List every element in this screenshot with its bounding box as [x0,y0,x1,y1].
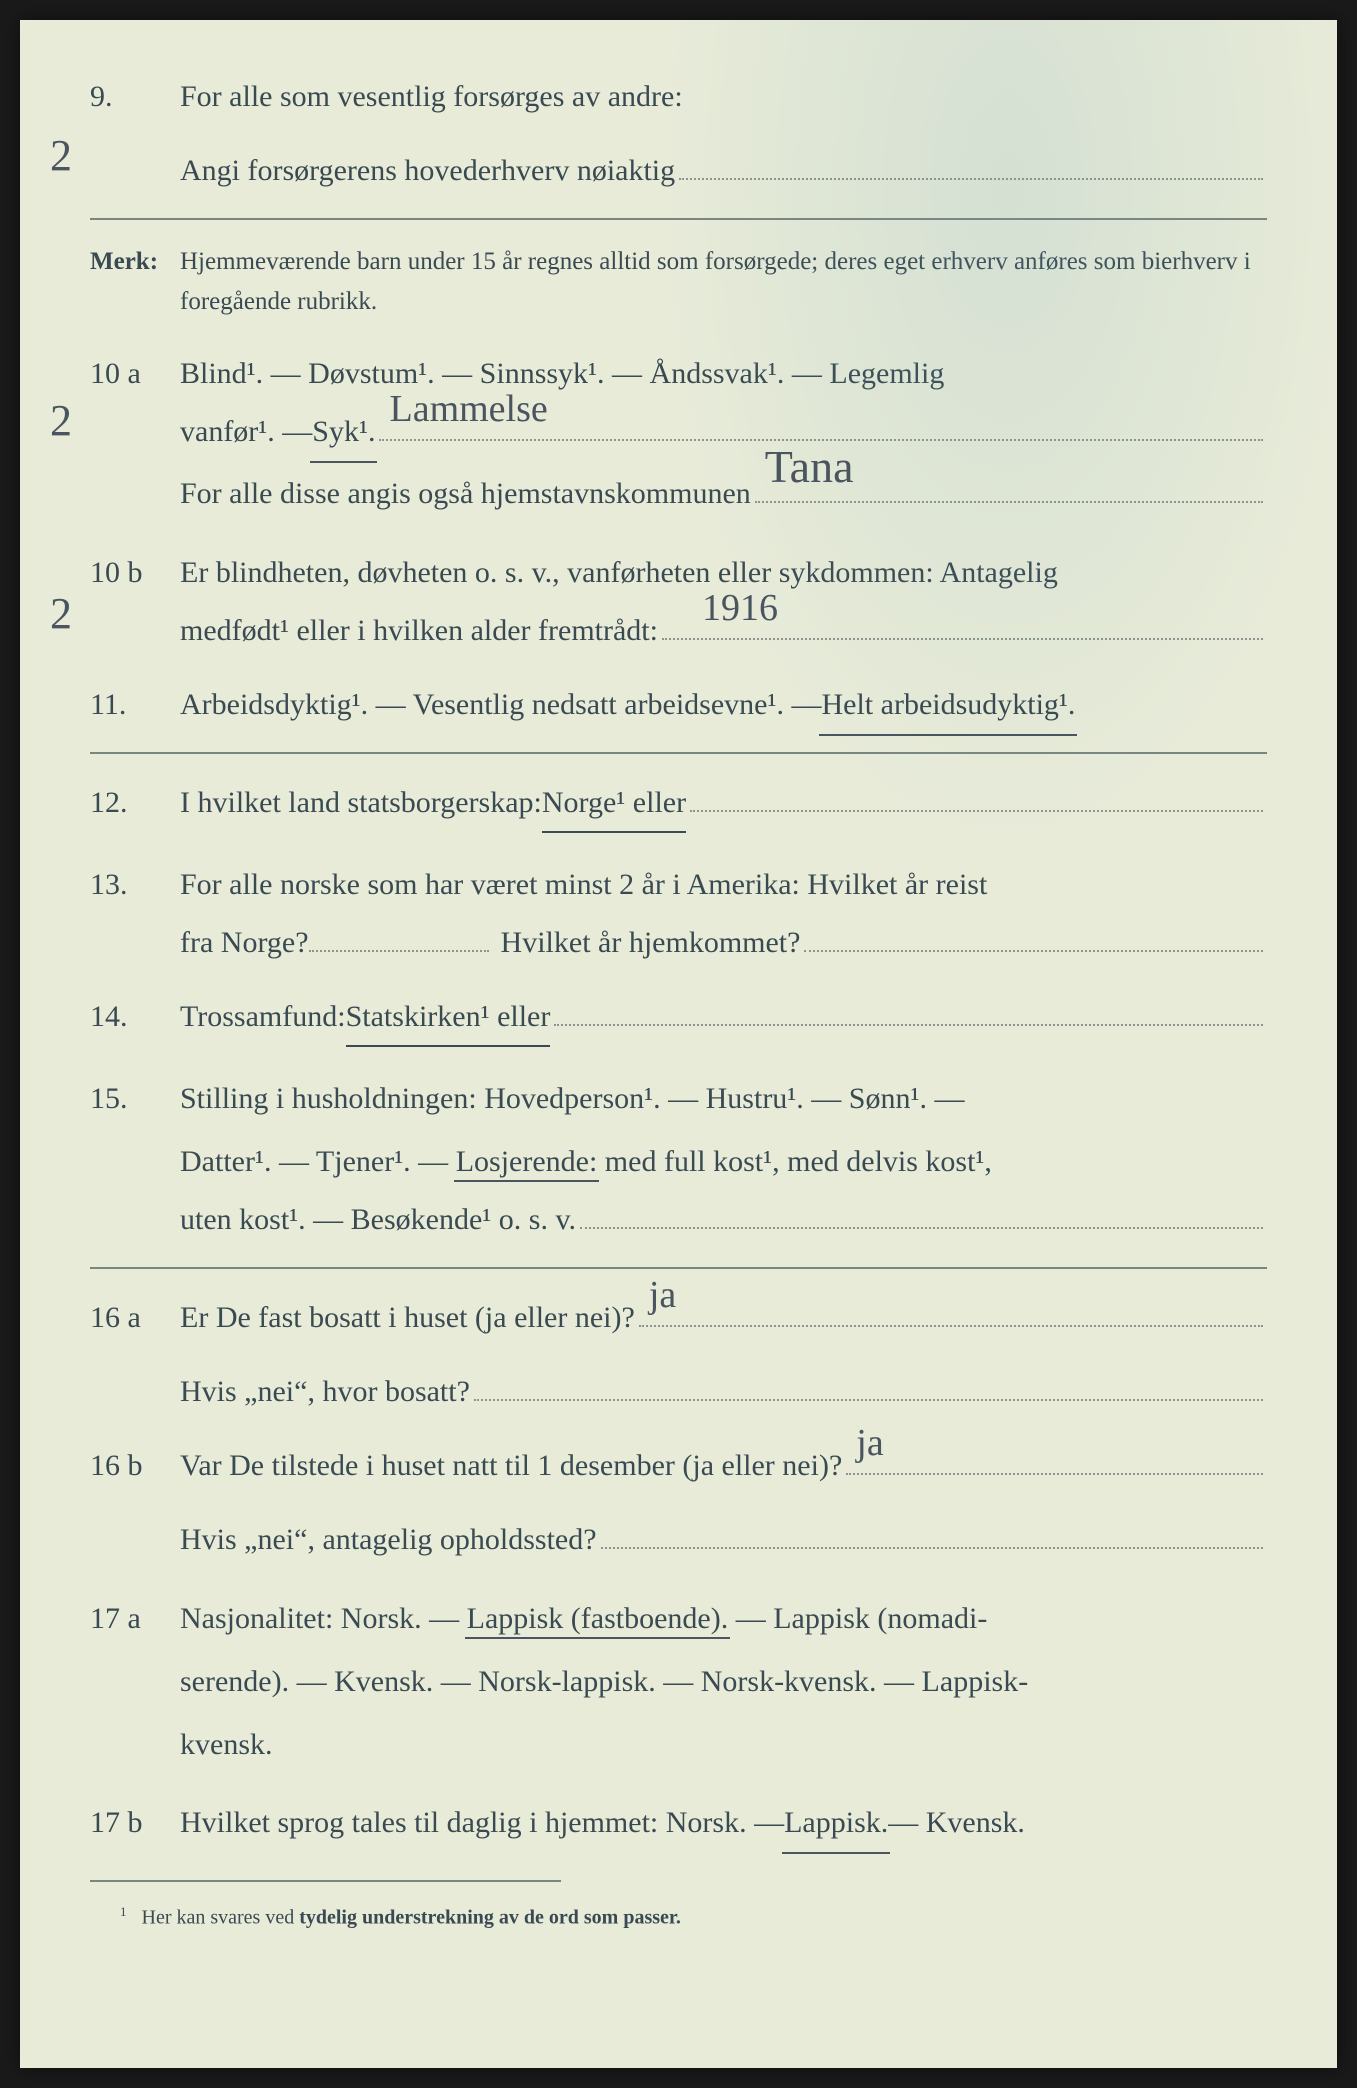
q17a-pre: Nasjonalitet: Norsk. — [180,1602,467,1635]
q13-year-left[interactable] [309,925,489,952]
q17a-num: 17 a [90,1587,180,1650]
q11-underlined: Helt arbeidsudyktig¹. [821,678,1075,732]
q10a-num: 10 a [90,342,180,405]
q9-text2: Angi forsørgerens hovederhverv nøiaktig [180,144,675,198]
q15-losjerende: Losjerende: [456,1145,598,1178]
q10a-opts1: Blind¹. — Døvstum¹. — Sinnssyk¹. — Åndss… [180,357,944,390]
q17b-pre: Hvilket sprog tales til daglig i hjemmet… [180,1796,784,1850]
q14-under: Statskirken¹ eller [346,990,551,1047]
merk-text: Hjemmeværende barn under 15 år regnes al… [180,242,1267,322]
q16a-text1: Er De fast bosatt i huset (ja eller nei)… [180,1291,635,1345]
q15: 15.Stilling i husholdningen: Hovedperson… [90,1067,1267,1247]
q17b-under: Lappisk. [784,1796,888,1850]
q15-line2-post: med full kost¹, med delvis kost¹, [597,1145,992,1178]
q16b-line1: 16 b Var De tilstede i huset natt til 1 … [90,1439,1267,1493]
footnote: 1 Her kan svares ved tydelig understrekn… [90,1904,1267,1930]
q17a-under: Lappisk (fastboende). [467,1602,729,1635]
q16b-num: 16 b [90,1439,180,1493]
q10b-num: 10 b [90,541,180,604]
merk-block: Merk: Hjemmeværende barn under 15 år reg… [90,242,1267,322]
divider-footnote [90,1880,561,1882]
q15-line2-pre: Datter¹. — Tjener¹. — [180,1145,456,1178]
q9-text1: For alle som vesentlig forsørges av andr… [180,70,683,124]
q17b: 17 b Hvilket sprog tales til daglig i hj… [90,1796,1267,1850]
q15-num: 15. [90,1067,180,1130]
q16b-hand: ja [856,1409,883,1477]
q16b-text2: Hvis „nei“, antagelig opholdssted? [180,1513,597,1567]
q10a-hand-kommune: Tana [765,426,854,509]
q14-text: Trossamfund: [180,990,346,1044]
q12-under: Norge¹ eller [542,776,686,833]
footnote-marker: 1 [120,1904,127,1919]
q12-num: 12. [90,776,180,830]
q14-num: 14. [90,990,180,1044]
q10b-text1: Er blindheten, døvheten o. s. v., vanfør… [180,556,1058,589]
margin-note-2: 2 [50,395,72,446]
divider-2 [90,752,1267,754]
q10b: 10 bEr blindheten, døvheten o. s. v., va… [90,541,1267,658]
q9-num: 9. [90,70,180,124]
q13-text1: For alle norske som har været minst 2 år… [180,868,987,901]
q10b-text2: medfødt¹ eller i hvilken alder fremtrådt… [180,604,658,658]
q12-text: I hvilket land statsborgerskap: [180,776,542,830]
q13-year-return[interactable] [804,925,1263,952]
margin-note-3: 2 [50,588,72,639]
q17a-line3: kvensk. [90,1713,1267,1776]
q16a-line1: 16 a Er De fast bosatt i huset (ja eller… [90,1291,1267,1345]
q13-text2b: Hvilket år hjemkommet? [501,916,801,970]
q15-answer-line[interactable] [580,1202,1263,1229]
divider-1 [90,218,1267,220]
q17b-post: — Kvensk. [888,1796,1025,1850]
q17a-post1: — Lappisk (nomadi- [728,1602,987,1635]
q10b-year-line[interactable]: 1916 [662,613,1263,640]
q12-answer-line[interactable] [690,785,1263,812]
q10a: 10 aBlind¹. — Døvstum¹. — Sinnssyk¹. — Å… [90,342,1267,521]
q11: 11. Arbeidsdyktig¹. — Vesentlig nedsatt … [90,678,1267,732]
q16b-answer1[interactable]: ja [846,1448,1263,1475]
merk-label: Merk: [90,242,180,322]
q17b-num: 17 b [90,1796,180,1850]
q15-line1: Stilling i husholdningen: Hovedperson¹. … [180,1082,964,1115]
q13-num: 13. [90,853,180,916]
census-form-page: 2 2 2 9. For alle som vesentlig forsørge… [20,20,1337,2068]
q9-line2: Angi forsørgerens hovederhverv nøiaktig [90,144,1267,198]
q10a-hand-sick: Lammelse [389,375,547,443]
q16b-answer2[interactable] [601,1522,1263,1549]
q16a-answer1[interactable]: ja [639,1300,1263,1327]
q9-line1: 9. For alle som vesentlig forsørges av a… [90,70,1267,124]
q11-num: 11. [90,678,180,732]
q10a-syk-underlined: Syk¹. [312,405,375,459]
q13: 13.For alle norske som har været minst 2… [90,853,1267,970]
q15-line3: uten kost¹. — Besøkende¹ o. s. v. [180,1193,576,1247]
q16a-line2: Hvis „nei“, hvor bosatt? [90,1365,1267,1419]
q14: 14. Trossamfund: Statskirken¹ eller [90,990,1267,1047]
q16a-hand: ja [649,1261,676,1329]
q12: 12. I hvilket land statsborgerskap: Norg… [90,776,1267,833]
q16b-text1: Var De tilstede i huset natt til 1 desem… [180,1439,842,1493]
q10a-line3: For alle disse angis også hjemstavnskomm… [180,467,751,521]
q10a-kommune-line[interactable]: Tana [755,476,1263,503]
q10b-hand-year: 1916 [702,574,778,642]
q11-pre: Arbeidsdyktig¹. — Vesentlig nedsatt arbe… [180,678,821,732]
q16a-answer2[interactable] [474,1374,1263,1401]
margin-note-1: 2 [50,130,72,181]
q13-text2a: fra Norge? [180,916,309,970]
q14-answer-line[interactable] [554,999,1263,1026]
q9-answer-line[interactable] [679,153,1263,180]
q16a-num: 16 a [90,1291,180,1345]
q17a-line2: serende). — Kvensk. — Norsk-lappisk. — N… [90,1650,1267,1713]
q16b-line2: Hvis „nei“, antagelig opholdssted? [90,1513,1267,1567]
q10a-opts2-pre: vanfør¹. — [180,405,312,459]
divider-3 [90,1267,1267,1269]
q17a: 17 aNasjonalitet: Norsk. — Lappisk (fast… [90,1587,1267,1776]
q16a-text2: Hvis „nei“, hvor bosatt? [180,1365,470,1419]
